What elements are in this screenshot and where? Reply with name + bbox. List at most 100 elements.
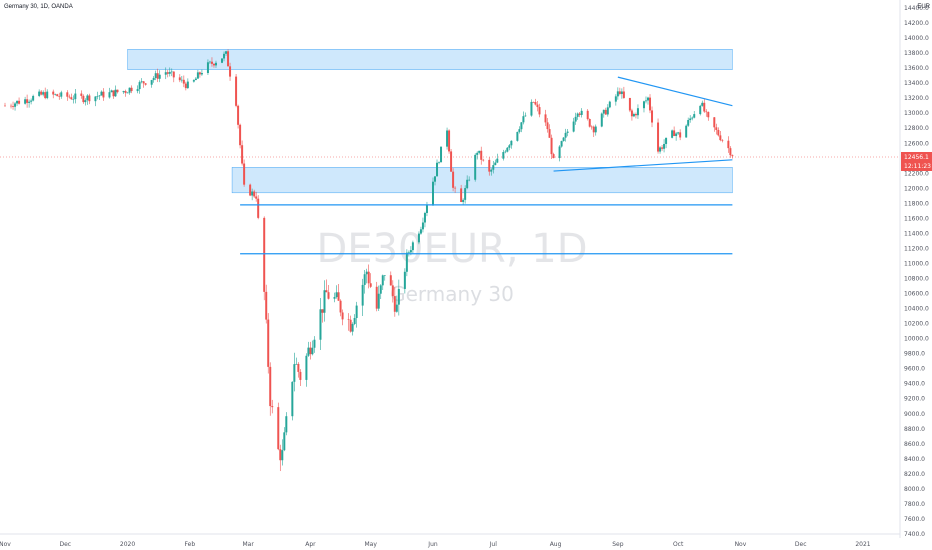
candle-body <box>590 126 593 128</box>
candle-body <box>411 242 414 251</box>
candle-body <box>679 132 682 138</box>
price-tick-label: 9000.0 <box>904 411 925 418</box>
price-tick-label: 13200.0 <box>904 95 929 102</box>
candle-body <box>719 135 722 141</box>
candle-body <box>618 91 621 94</box>
candle-body <box>578 113 581 115</box>
price-tick-label: 7800.0 <box>904 501 925 508</box>
candle-body <box>126 92 129 94</box>
rectangle-zone[interactable] <box>127 49 733 70</box>
candle-body <box>341 312 344 320</box>
candle-body <box>84 100 87 103</box>
candle-body <box>379 285 382 294</box>
price-axis[interactable]: 14400.0 14200.0 14000.0 13800.0 13600.0 13400… <box>904 5 929 538</box>
candle-body <box>122 91 125 93</box>
time-tick-label: Jun <box>427 541 438 548</box>
price-tick-label: 11200.0 <box>904 245 929 252</box>
candle-body <box>339 300 342 313</box>
candle-body <box>423 212 426 223</box>
candles-layer <box>4 49 734 472</box>
candle-body <box>562 137 565 142</box>
candle-body <box>180 79 183 81</box>
price-tick-label: 9600.0 <box>904 366 925 373</box>
price-tick-label: 10000.0 <box>904 336 929 343</box>
candle-body <box>685 125 688 138</box>
candle-body <box>138 82 141 90</box>
candle-body <box>297 363 300 372</box>
candle-body <box>630 110 633 117</box>
candle-body <box>241 145 244 164</box>
candle-body <box>450 151 453 172</box>
candle-body <box>363 274 366 285</box>
candle-body <box>462 199 465 203</box>
time-tick-label: Apr <box>305 541 316 548</box>
candle-body <box>327 292 330 299</box>
price-tick-label: 12800.0 <box>904 125 929 132</box>
time-tick-label: 2020 <box>120 541 135 548</box>
candle-body <box>192 80 195 82</box>
candle-body <box>116 89 119 93</box>
candle-body <box>397 288 400 305</box>
price-tick-label: 11400.0 <box>904 230 929 237</box>
candle-body <box>227 51 230 67</box>
candle-body <box>464 188 467 200</box>
candle-body <box>452 171 455 188</box>
candle-body <box>419 229 422 234</box>
candle-body <box>550 137 553 155</box>
candle-body <box>263 217 266 292</box>
candle-body <box>482 159 485 161</box>
time-tick-label: 2021 <box>855 541 870 548</box>
time-axis[interactable]: Nov Dec 2020 Feb Mar Apr May Jun Jul Aug Sep Oct Nov… <box>0 541 871 548</box>
chart-title: Germany 30, 1D, OANDA <box>4 4 73 10</box>
candle-body <box>381 275 384 286</box>
candle-body <box>594 126 597 133</box>
candle-body <box>476 152 479 155</box>
candle-body <box>206 62 209 74</box>
candle-body <box>96 96 99 97</box>
candle-body <box>38 91 41 96</box>
candle-body <box>468 179 471 181</box>
candle-body <box>229 66 232 77</box>
candle-body <box>80 93 83 96</box>
price-tick-label: 11600.0 <box>904 215 929 222</box>
candle-body <box>405 252 408 272</box>
candle-body <box>616 91 619 97</box>
candle-body <box>194 78 197 81</box>
candle-body <box>492 165 495 170</box>
price-tick-label: 12600.0 <box>904 140 929 147</box>
candle-body <box>677 132 680 134</box>
candle-body <box>335 292 338 298</box>
candle-body <box>74 93 77 100</box>
candle-body <box>102 91 105 98</box>
candle-body <box>42 92 45 95</box>
candle-body <box>713 117 716 128</box>
candle-body <box>168 72 171 74</box>
candle-body <box>337 292 340 301</box>
trend-line[interactable] <box>553 159 733 172</box>
price-tick-label: 12200.0 <box>904 170 929 177</box>
candle-body <box>140 81 143 83</box>
price-tick-label: 14200.0 <box>904 20 929 27</box>
candle-body <box>225 51 228 54</box>
candle-body <box>488 159 491 172</box>
candle-body <box>421 222 424 230</box>
candle-body <box>182 79 185 84</box>
candle-body <box>208 61 211 63</box>
candle-body <box>210 61 213 64</box>
candle-body <box>389 275 392 286</box>
candle-body <box>150 80 153 85</box>
candle-body <box>271 406 274 408</box>
candle-body <box>212 63 215 66</box>
candle-body <box>663 143 666 149</box>
time-tick-label: Oct <box>673 541 684 548</box>
price-tick-label: 10200.0 <box>904 321 929 328</box>
candle-body <box>58 96 61 97</box>
rectangle-zone[interactable] <box>231 167 733 194</box>
trend-line[interactable] <box>617 76 733 107</box>
candle-body <box>88 95 91 102</box>
candle-body <box>494 162 497 166</box>
candle-body <box>530 101 533 116</box>
zones-layer <box>127 49 733 194</box>
candle-body <box>395 304 398 312</box>
